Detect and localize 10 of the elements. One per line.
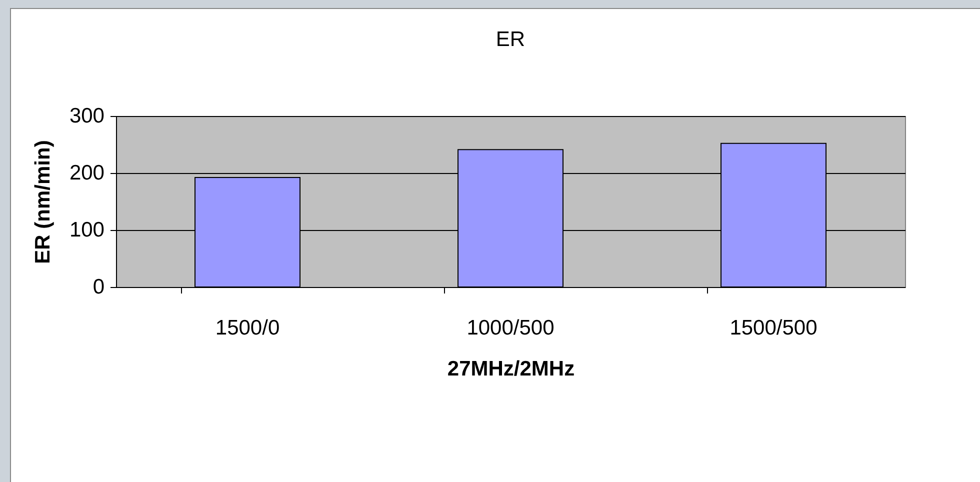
- y-axis-title: ER (nm/min): [31, 140, 54, 264]
- y-tick-label: 200: [69, 162, 104, 184]
- x-tick-label: 1500/0: [215, 316, 280, 340]
- chart-title: ER: [496, 28, 526, 51]
- y-tick-label: 300: [69, 104, 104, 128]
- x-tick-label: 1500/500: [730, 316, 818, 340]
- x-tick-label: 1000/500: [466, 316, 554, 340]
- y-tick-label: 0: [92, 276, 104, 298]
- x-axis-title: 27MHz/2MHz: [447, 358, 575, 380]
- y-tick-label: 100: [69, 218, 104, 242]
